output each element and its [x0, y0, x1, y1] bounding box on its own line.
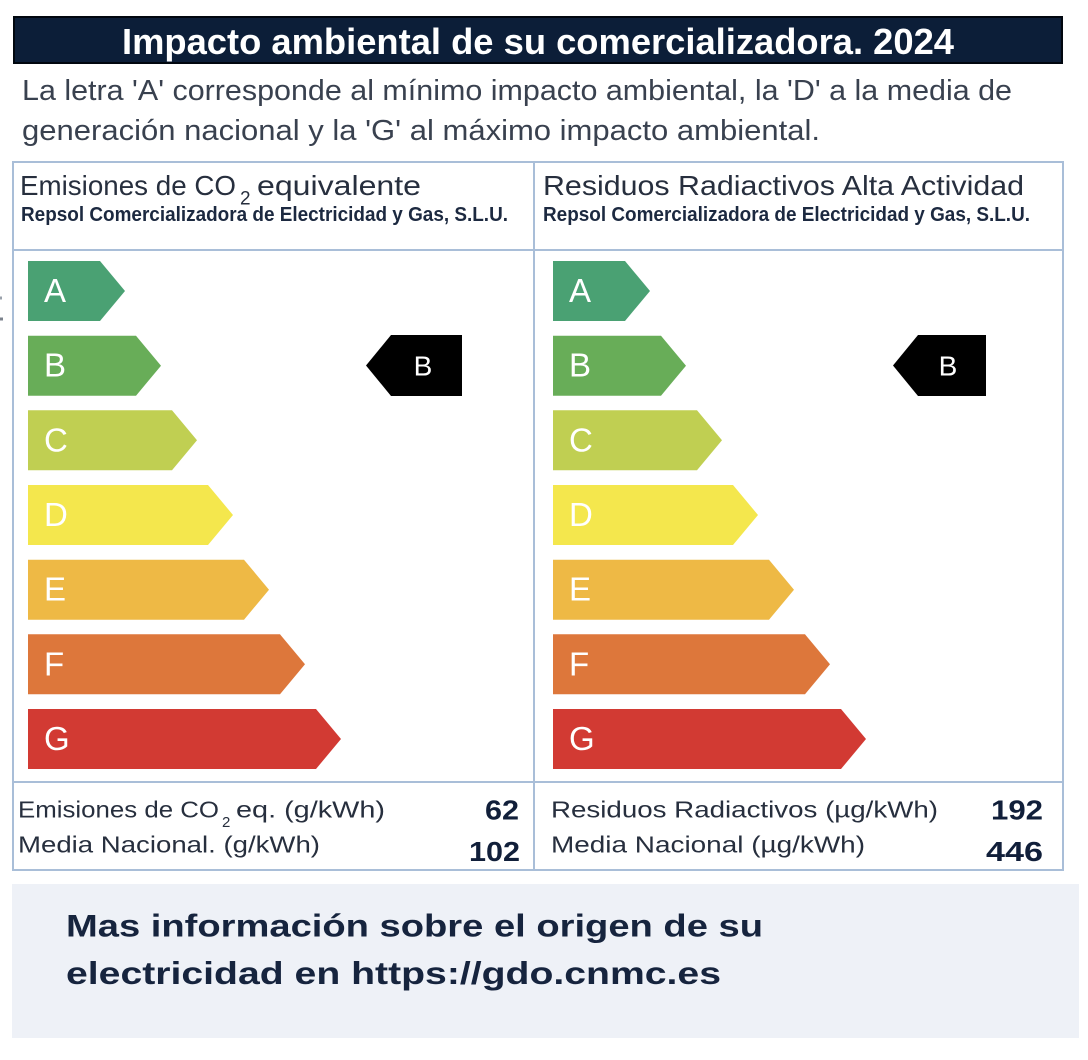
- svg-text:E: E: [569, 571, 591, 608]
- svg-text:B: B: [414, 351, 433, 382]
- svg-text:Media Nacional. (g/kWh): Media Nacional. (g/kWh): [18, 832, 320, 858]
- svg-text:B: B: [939, 351, 958, 382]
- svg-text:192: 192: [991, 795, 1043, 826]
- svg-text:Residuos Radiactivos (µg/kWh): Residuos Radiactivos (µg/kWh): [551, 797, 938, 823]
- svg-text:Emisiones de CO: Emisiones de CO: [20, 170, 236, 201]
- svg-text:Repsol Comercializadora de Ele: Repsol Comercializadora de Electricidad …: [543, 204, 1030, 226]
- svg-text:2: 2: [222, 814, 230, 831]
- svg-text:2: 2: [240, 189, 251, 210]
- svg-text:A: A: [44, 272, 66, 309]
- svg-text:generación nacional y la 'G' a: generación nacional y la 'G' al máximo i…: [22, 115, 820, 147]
- svg-text:Repsol Comercializadora de Ele: Repsol Comercializadora de Electricidad …: [21, 204, 508, 226]
- svg-text:A: A: [569, 272, 591, 309]
- svg-text:eq. (g/kWh): eq. (g/kWh): [236, 797, 385, 823]
- svg-text:equivalente: equivalente: [257, 170, 421, 201]
- svg-text:F: F: [569, 645, 589, 682]
- svg-text:B: B: [44, 347, 66, 384]
- svg-text:F: F: [44, 645, 64, 682]
- svg-text:Impacto ambiental de su comerc: Impacto ambiental de su comercializadora…: [122, 21, 954, 62]
- svg-text:62: 62: [485, 795, 519, 826]
- svg-text:C: C: [44, 421, 68, 458]
- svg-text:E: E: [44, 571, 66, 608]
- svg-text:Residuos Radiactivos Alta Acti: Residuos Radiactivos Alta Actividad: [543, 170, 1024, 201]
- svg-text:G: G: [44, 720, 70, 757]
- svg-text:La letra 'A' corresponde al mí: La letra 'A' corresponde al mínimo impac…: [22, 75, 1012, 107]
- svg-text:C: C: [569, 421, 593, 458]
- svg-text:D: D: [569, 496, 593, 533]
- svg-text:446: 446: [986, 836, 1043, 867]
- svg-text:Mas información sobre el orige: Mas información sobre el origen de su: [66, 908, 763, 944]
- svg-text:B: B: [569, 347, 591, 384]
- svg-text:Media Nacional (µg/kWh): Media Nacional (µg/kWh): [551, 832, 865, 858]
- svg-text:Emisiones de CO: Emisiones de CO: [18, 797, 219, 823]
- svg-text:D: D: [44, 496, 68, 533]
- svg-text:electricidad en https://gdo.cn: electricidad en https://gdo.cnmc.es: [66, 955, 721, 991]
- svg-text:102: 102: [469, 836, 520, 867]
- svg-text:G: G: [569, 720, 595, 757]
